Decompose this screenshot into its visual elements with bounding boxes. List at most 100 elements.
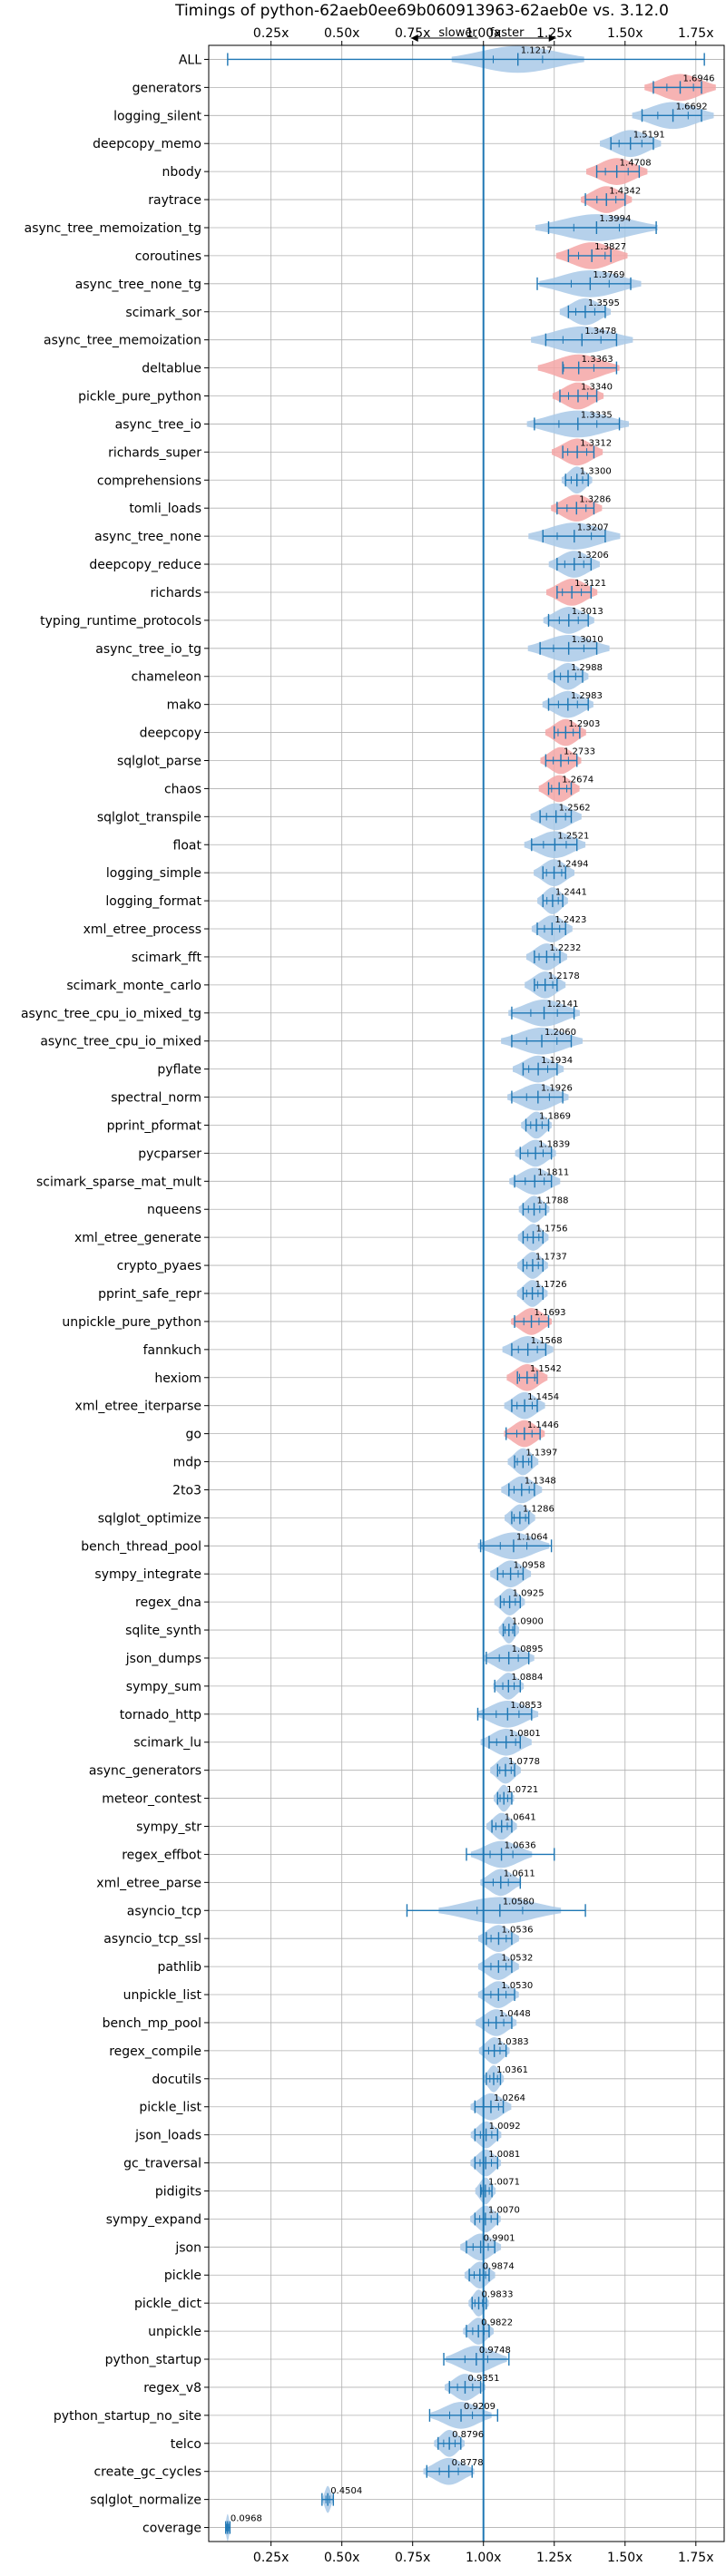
- benchmark-label: unpickle_pure_python: [62, 1315, 201, 1330]
- benchmark-label: asyncio_tcp: [127, 1904, 201, 1918]
- benchmark-label: async_tree_memoization_tg: [25, 221, 201, 236]
- value-label: 1.2988: [571, 663, 603, 673]
- value-label: 1.5191: [633, 130, 665, 140]
- benchmark-label: async_tree_io: [115, 417, 201, 432]
- value-label: 1.2423: [554, 915, 586, 925]
- value-label: 0.9833: [482, 2289, 514, 2299]
- benchmark-label: scimark_fft: [132, 951, 202, 965]
- benchmark-label: create_gc_cycles: [93, 2465, 201, 2480]
- value-label: 1.3206: [577, 551, 609, 561]
- benchmark-label: 2to3: [172, 1483, 201, 1498]
- benchmark-label: regex_dna: [135, 1595, 201, 1610]
- value-label: 1.1446: [527, 1420, 559, 1430]
- benchmark-label: pathlib: [158, 1960, 202, 1975]
- benchmark-label: sympy_expand: [106, 2212, 201, 2227]
- benchmark-label: asyncio_tcp_ssl: [103, 1932, 201, 1947]
- value-label: 1.3312: [580, 439, 612, 449]
- value-label: 1.1064: [516, 1532, 548, 1542]
- benchmark-label: pprint_pformat: [107, 1118, 202, 1133]
- value-label: 1.0383: [497, 2037, 529, 2047]
- benchmark-label: tornado_http: [120, 1708, 201, 1722]
- benchmark-label: mako: [167, 698, 201, 713]
- benchmark-label: deepcopy_memo: [93, 137, 201, 151]
- benchmark-label: pickle_dict: [134, 2297, 202, 2311]
- value-label: 1.1726: [535, 1280, 567, 1290]
- benchmark-label: sqlglot_transpile: [97, 810, 201, 825]
- benchmark-label: json: [174, 2240, 201, 2255]
- benchmark-label: bench_thread_pool: [81, 1539, 201, 1554]
- x-tick-label-top: 1.00x: [466, 26, 501, 41]
- benchmark-label: bench_mp_pool: [103, 2016, 201, 2031]
- x-tick-label-bottom: 0.75x: [395, 2551, 430, 2565]
- value-label: 1.0895: [512, 1644, 544, 1654]
- violins: [225, 45, 716, 2542]
- value-label: 1.0900: [512, 1616, 544, 1626]
- benchmark-label: pyflate: [157, 1063, 201, 1078]
- x-tick-label-top: 0.50x: [324, 26, 359, 41]
- value-label: 1.3994: [599, 214, 631, 224]
- value-label: 1.3335: [581, 411, 613, 421]
- benchmark-label: async_tree_cpu_io_mixed: [40, 1035, 201, 1049]
- benchmark-label: async_generators: [89, 1764, 201, 1779]
- value-label: 1.0532: [501, 1953, 533, 1963]
- benchmark-label: sympy_integrate: [94, 1567, 201, 1582]
- value-label: 1.1869: [539, 1112, 571, 1122]
- benchmark-label: unpickle_list: [123, 1988, 202, 2003]
- value-label: 1.0636: [505, 1841, 536, 1851]
- value-label: 1.2441: [555, 887, 587, 897]
- benchmark-label: async_tree_none_tg: [75, 278, 201, 292]
- value-label: 1.3340: [581, 383, 613, 393]
- x-tick-label-bottom: 1.25x: [536, 2551, 572, 2565]
- value-label: 1.2494: [557, 859, 589, 869]
- value-label: 1.3013: [572, 607, 603, 617]
- benchmark-label: deepcopy: [140, 727, 201, 741]
- value-label: 1.0081: [488, 2150, 520, 2160]
- benchmark-label: chameleon: [132, 670, 201, 685]
- value-label: 0.9209: [464, 2402, 495, 2412]
- value-label: 1.0071: [488, 2178, 520, 2188]
- value-label: 1.0580: [503, 1897, 535, 1907]
- benchmark-label: async_tree_memoization: [44, 334, 201, 348]
- benchmark-label: scimark_monte_carlo: [66, 979, 201, 993]
- x-tick-label-top: 0.75x: [395, 26, 430, 41]
- value-label: 1.1839: [538, 1140, 570, 1150]
- value-label: 1.1286: [523, 1505, 554, 1515]
- benchmark-label: xml_etree_generate: [74, 1231, 201, 1245]
- faster-label: faster: [490, 26, 525, 40]
- value-label: 1.2141: [547, 1000, 579, 1010]
- x-tick-label-bottom: 1.00x: [466, 2551, 501, 2565]
- value-label: 1.3286: [579, 494, 611, 504]
- value-label: 1.0884: [511, 1673, 543, 1683]
- value-label: 1.2178: [548, 971, 580, 981]
- x-tick-label-top: 1.25x: [536, 26, 572, 41]
- value-label: 1.0611: [504, 1869, 535, 1879]
- benchmark-label: regex_v8: [143, 2381, 201, 2395]
- value-label: 1.2733: [564, 747, 595, 757]
- value-label: 1.3010: [572, 635, 603, 645]
- value-label: 1.1568: [531, 1336, 563, 1346]
- value-label: 1.2060: [544, 1028, 576, 1038]
- benchmark-label: sqlglot_parse: [117, 754, 201, 768]
- benchmark-label: json_dumps: [125, 1652, 201, 1666]
- slower-arrow-head: [410, 34, 418, 42]
- benchmark-label: xml_etree_parse: [96, 1876, 201, 1890]
- value-label: 0.8778: [452, 2458, 484, 2468]
- benchmark-label: telco: [171, 2437, 201, 2452]
- benchmark-label: pycparser: [138, 1147, 201, 1161]
- value-label: 1.0801: [509, 1729, 541, 1739]
- x-tick-label-bottom: 1.75x: [678, 2551, 713, 2565]
- value-label: 1.0853: [510, 1701, 542, 1711]
- benchmark-label: comprehensions: [97, 473, 201, 488]
- benchmark-label: pickle: [164, 2269, 201, 2283]
- faster-arrow-head: [548, 34, 556, 42]
- value-label: 1.1756: [536, 1224, 568, 1234]
- value-label: 0.9822: [481, 2317, 513, 2327]
- benchmark-label: sympy_sum: [126, 1680, 201, 1694]
- benchmark-label: sympy_str: [136, 1820, 201, 1835]
- value-label: 1.0721: [506, 1785, 538, 1795]
- value-label: 1.1926: [541, 1084, 573, 1094]
- benchmark-label: hexiom: [154, 1371, 201, 1386]
- value-label: 1.3769: [593, 270, 624, 280]
- benchmark-label: pprint_safe_repr: [98, 1287, 201, 1302]
